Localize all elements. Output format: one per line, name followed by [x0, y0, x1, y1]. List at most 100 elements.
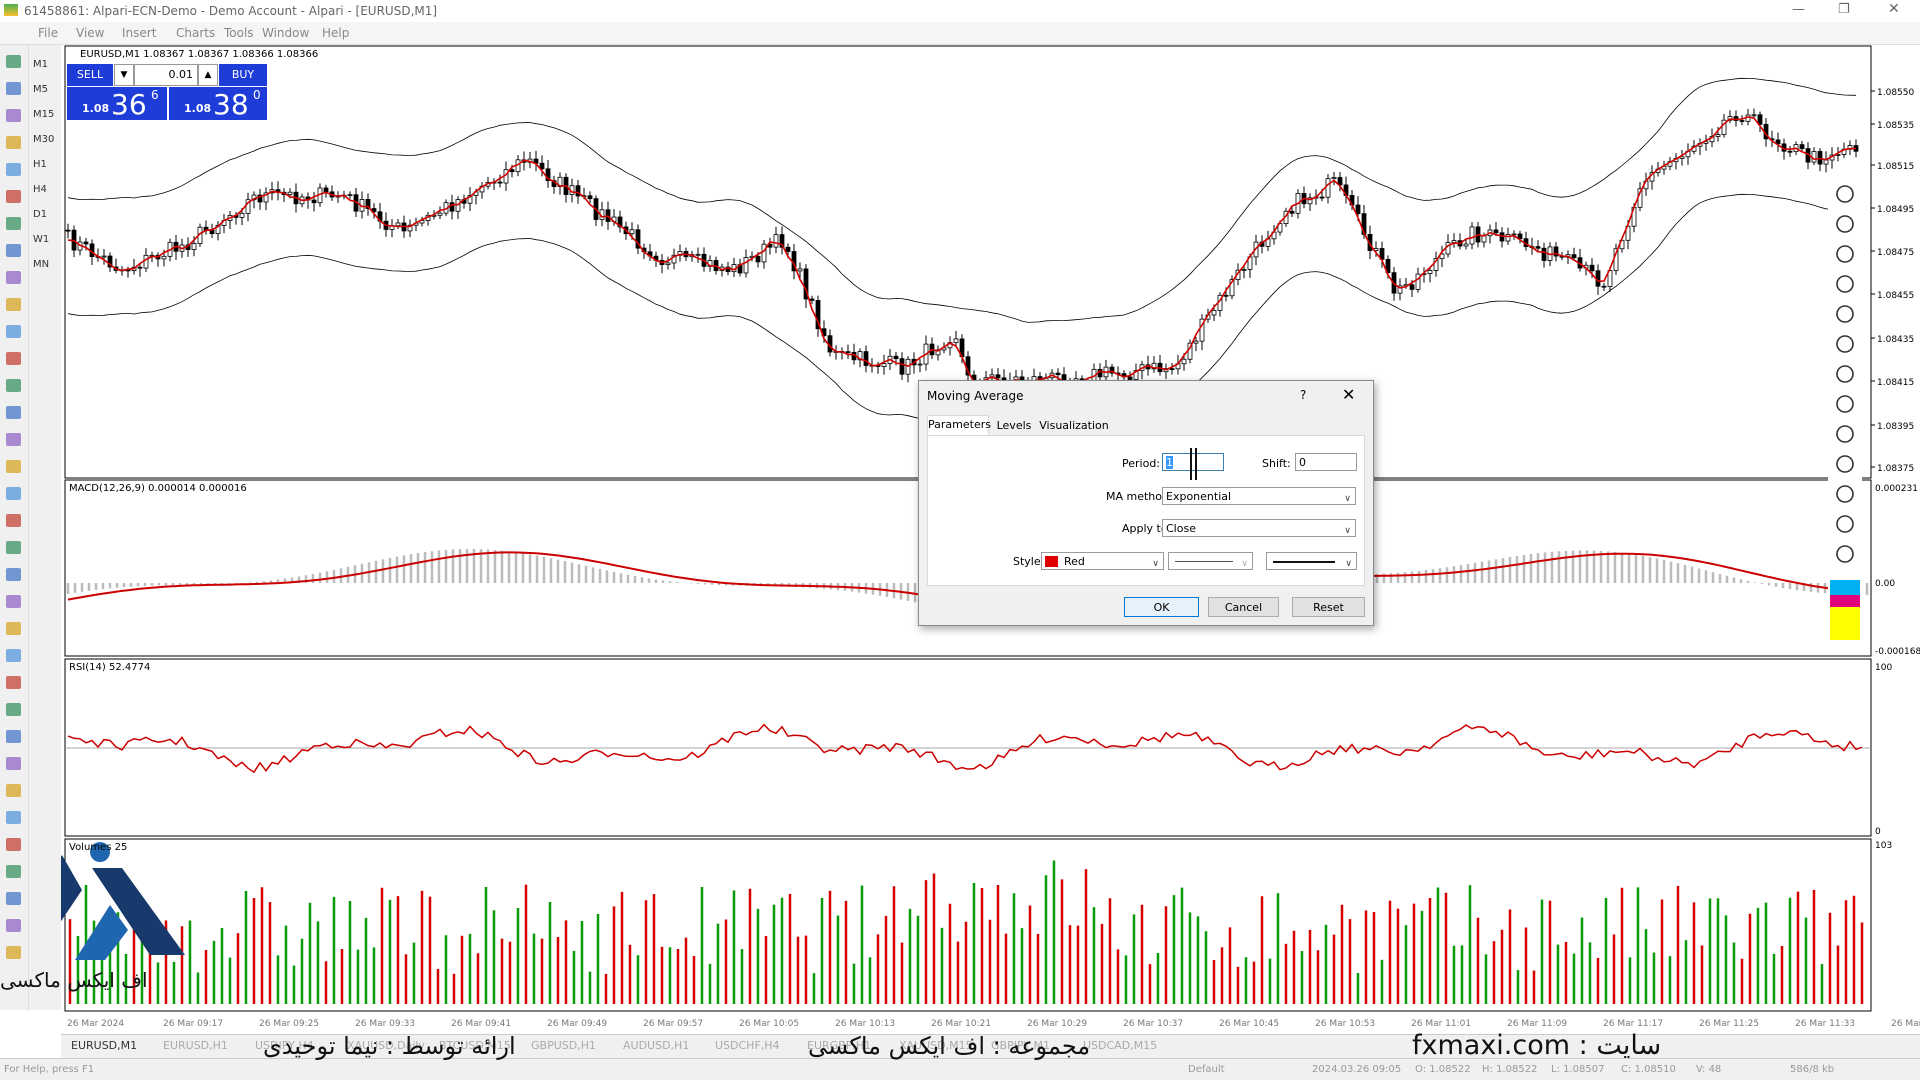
toolbar-icon[interactable] — [6, 784, 21, 797]
color-swatch — [1830, 595, 1860, 607]
timeframe-button[interactable]: M1 — [33, 59, 48, 70]
sell-button[interactable]: SELL — [67, 64, 113, 86]
status-help: For Help, press F1 — [4, 1064, 95, 1075]
toolbar-icon[interactable] — [6, 595, 21, 608]
toolbar-icon[interactable] — [6, 352, 21, 365]
toolbar-icon[interactable] — [6, 244, 21, 257]
toolbar-icon[interactable] — [6, 433, 21, 446]
toolbar-icon[interactable] — [6, 190, 21, 203]
menu-item[interactable]: Tools — [224, 26, 254, 40]
dialog-tab[interactable]: Levels — [996, 419, 1032, 432]
candle-body — [539, 162, 545, 170]
price-label: 1.08475 — [1877, 248, 1914, 258]
chart-tab[interactable]: XAUUSD,Daily — [347, 1039, 425, 1052]
period-input[interactable]: 1 — [1162, 453, 1224, 471]
toolbar-icon[interactable] — [6, 514, 21, 527]
ask-quote[interactable]: 1.08 38 0 — [169, 87, 267, 121]
chart-tab[interactable]: USDCHF,H4 — [715, 1039, 780, 1052]
toolbar-icon[interactable] — [6, 136, 21, 149]
chart-tab[interactable]: EURUSD,H1 — [163, 1039, 228, 1052]
candle-body — [635, 229, 641, 249]
timeframe-button[interactable]: D1 — [33, 209, 48, 220]
candle-body — [1319, 196, 1325, 199]
menu-item[interactable]: Window — [262, 26, 310, 40]
timeframe-button[interactable]: W1 — [33, 234, 50, 245]
toolbar-icon[interactable] — [6, 676, 21, 689]
apply-select[interactable]: Close ∨ — [1162, 519, 1356, 537]
timeframe-button[interactable]: H4 — [33, 184, 47, 195]
toolbar-icon[interactable] — [6, 271, 21, 284]
candle-body — [1289, 210, 1295, 214]
minimize-button[interactable]: — — [1792, 2, 1805, 17]
method-select[interactable]: Exponential ∨ — [1162, 487, 1356, 505]
dialog-button[interactable]: OK — [1124, 597, 1199, 617]
toolbar-icon[interactable] — [6, 217, 21, 230]
candle-body — [917, 363, 923, 366]
toolbar-icon[interactable] — [6, 946, 21, 959]
toolbar-icon[interactable] — [6, 487, 21, 500]
menu-item[interactable]: View — [76, 26, 105, 40]
toolbar-icon[interactable] — [6, 865, 21, 878]
toolbar-icon[interactable] — [6, 82, 21, 95]
dialog-button[interactable]: Cancel — [1208, 597, 1279, 617]
line-style-select[interactable]: ∨ — [1168, 552, 1253, 570]
menu-item[interactable]: Insert — [122, 26, 157, 40]
toolbar-icon[interactable] — [6, 919, 21, 932]
toolbar-icon[interactable] — [6, 325, 21, 338]
chart-tab[interactable]: GBPJPY,M1 — [991, 1039, 1051, 1052]
chart-tab[interactable]: BTCUSD,M15 — [439, 1039, 511, 1052]
toolbar-icon[interactable] — [6, 109, 21, 122]
toolbar-icon[interactable] — [6, 703, 21, 716]
rsi-scale: 100 — [1875, 663, 1892, 673]
toolbar-icon[interactable] — [6, 379, 21, 392]
toolbar-icon[interactable] — [6, 298, 21, 311]
chart-tab[interactable]: USDJPY,H4 — [255, 1039, 314, 1052]
lot-down[interactable]: ▼ — [114, 64, 134, 86]
toolbar-icon[interactable] — [6, 892, 21, 905]
bid-quote[interactable]: 1.08 36 6 — [67, 87, 167, 121]
lot-input[interactable]: 0.01 — [134, 64, 198, 86]
dialog-tab[interactable]: Parameters — [927, 415, 991, 436]
timeframe-button[interactable]: M5 — [33, 84, 48, 95]
toolbar-icon[interactable] — [6, 460, 21, 473]
toolbar-icon[interactable] — [6, 163, 21, 176]
chart-tab[interactable]: XAUUSD,M15 — [899, 1039, 973, 1052]
chart-tab[interactable]: USDCAD,M15 — [1083, 1039, 1158, 1052]
menu-item[interactable]: Help — [322, 26, 350, 40]
toolbar-icon[interactable] — [6, 730, 21, 743]
menu-item[interactable]: File — [38, 26, 59, 40]
close-button[interactable]: ✕ — [1888, 1, 1900, 17]
toolbar-icon[interactable] — [6, 622, 21, 635]
menu-item[interactable]: Charts — [176, 26, 216, 40]
shift-input[interactable]: 0 — [1295, 453, 1357, 471]
dialog-help[interactable]: ? — [1300, 388, 1307, 402]
timeframe-button[interactable]: MN — [33, 259, 50, 270]
dialog-tab[interactable]: Visualization — [1039, 419, 1109, 432]
line-width-select[interactable]: ∨ — [1266, 552, 1357, 570]
buy-button[interactable]: BUY — [219, 64, 267, 86]
chart-tab[interactable]: AUDUSD,H1 — [623, 1039, 690, 1052]
toolbar-icon[interactable] — [6, 757, 21, 770]
restore-button[interactable]: ❐ — [1838, 2, 1850, 17]
dialog-button[interactable]: Reset — [1292, 597, 1365, 617]
toolbar-icon[interactable] — [6, 541, 21, 554]
timeframe-button[interactable]: H1 — [33, 159, 47, 170]
toolbar-icon[interactable] — [6, 649, 21, 662]
chart-tab[interactable]: EURGBP,H1 — [807, 1039, 872, 1052]
timeframe-button[interactable]: M30 — [33, 134, 55, 145]
toolbar-icon[interactable] — [6, 838, 21, 851]
toolbar-icon[interactable] — [6, 568, 21, 581]
color-select[interactable]: Red ∨ — [1041, 552, 1164, 570]
candle-body — [1799, 144, 1805, 150]
chart-tab[interactable]: EURUSD,M1 — [71, 1039, 138, 1052]
lot-up[interactable]: ▲ — [198, 64, 218, 86]
chart-tab[interactable]: GBPUSD,H1 — [531, 1039, 596, 1052]
toolbar-icon[interactable] — [6, 55, 21, 68]
text-cursor — [1190, 448, 1197, 480]
toolbar-icon[interactable] — [6, 811, 21, 824]
moving-average-dialog: Moving Average ? ✕ Parameters Levels Visua… — [918, 380, 1374, 626]
timeframe-button[interactable]: M15 — [33, 109, 55, 120]
dialog-close[interactable]: ✕ — [1342, 385, 1356, 404]
toolbar-icon[interactable] — [6, 406, 21, 419]
ask-big: 38 — [213, 88, 249, 121]
